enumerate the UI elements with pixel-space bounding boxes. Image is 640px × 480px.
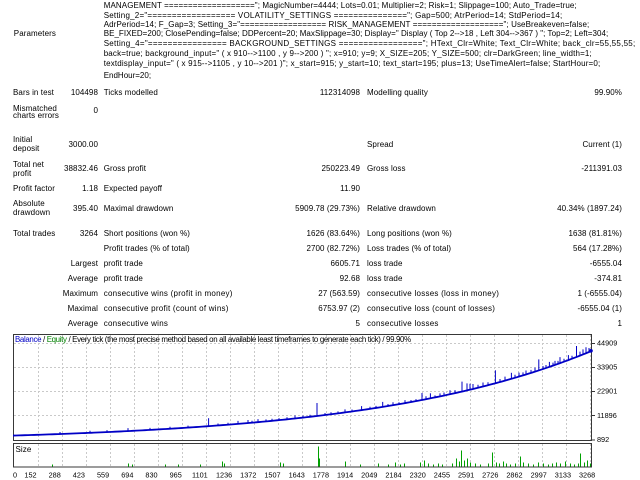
svg-text:3133: 3133 bbox=[555, 470, 571, 479]
svg-text:1236: 1236 bbox=[216, 470, 232, 479]
svg-text:423: 423 bbox=[73, 470, 85, 479]
svg-text:2997: 2997 bbox=[531, 470, 547, 479]
svg-text:22901: 22901 bbox=[597, 387, 617, 396]
svg-text:965: 965 bbox=[170, 470, 182, 479]
svg-text:11896: 11896 bbox=[597, 411, 617, 420]
svg-text:44909: 44909 bbox=[597, 339, 617, 348]
svg-text:2184: 2184 bbox=[385, 470, 401, 479]
svg-text:694: 694 bbox=[121, 470, 133, 479]
svg-text:288: 288 bbox=[49, 470, 61, 479]
svg-text:152: 152 bbox=[24, 470, 36, 479]
svg-text:1914: 1914 bbox=[337, 470, 353, 479]
svg-text:559: 559 bbox=[97, 470, 109, 479]
svg-text:892: 892 bbox=[597, 435, 609, 444]
svg-text:1778: 1778 bbox=[313, 470, 329, 479]
svg-text:830: 830 bbox=[145, 470, 157, 479]
svg-text:1101: 1101 bbox=[192, 470, 208, 479]
svg-text:1507: 1507 bbox=[264, 470, 280, 479]
svg-text:2049: 2049 bbox=[361, 470, 377, 479]
svg-text:1643: 1643 bbox=[289, 470, 305, 479]
svg-text:2591: 2591 bbox=[458, 470, 474, 479]
svg-text:2726: 2726 bbox=[482, 470, 498, 479]
svg-text:3268: 3268 bbox=[579, 470, 595, 479]
svg-text:2455: 2455 bbox=[434, 470, 450, 479]
svg-text:1372: 1372 bbox=[240, 470, 256, 479]
svg-text:33905: 33905 bbox=[597, 363, 617, 372]
svg-text:2862: 2862 bbox=[506, 470, 522, 479]
svg-text:2320: 2320 bbox=[410, 470, 426, 479]
svg-text:0: 0 bbox=[13, 470, 17, 479]
